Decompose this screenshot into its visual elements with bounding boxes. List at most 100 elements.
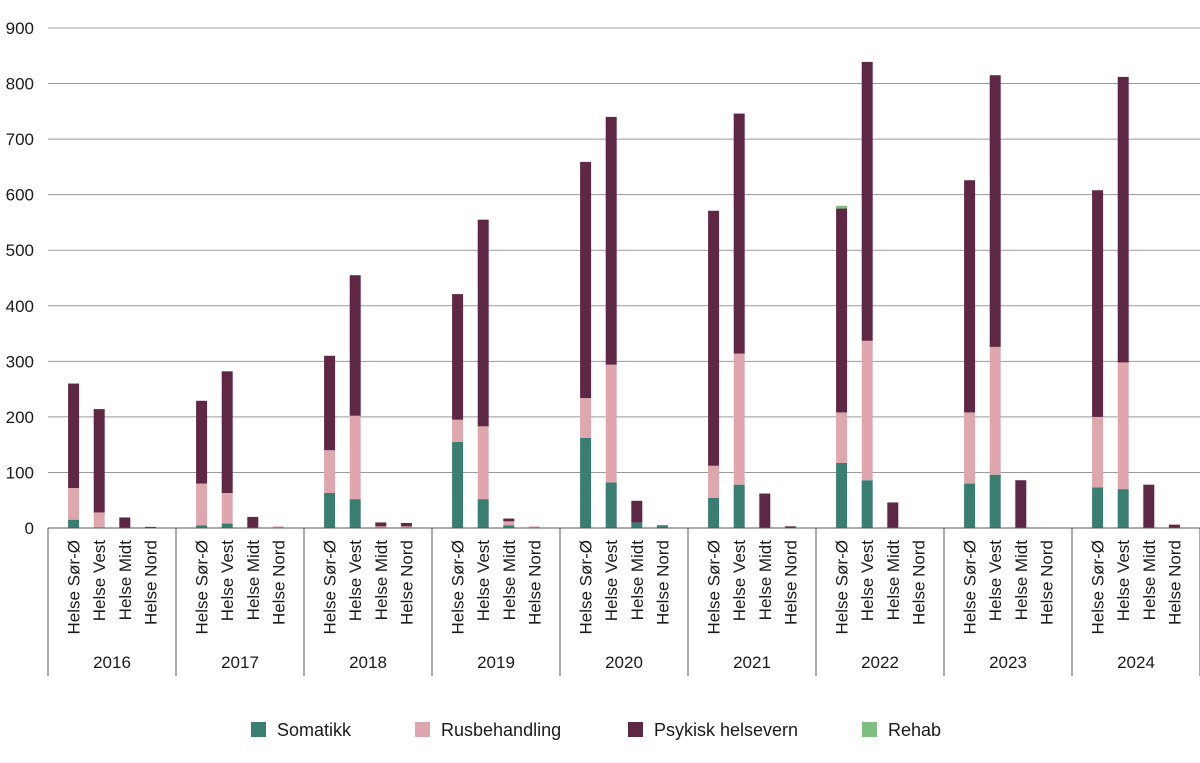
bar-segment [989,75,1001,347]
legend-swatch [862,722,877,737]
bar-segment [836,205,848,209]
bar-segment [631,500,643,523]
x-group-label: 2016 [93,653,131,672]
bar-segment [272,526,284,528]
bar-segment [887,502,899,528]
bar-segment [733,113,745,354]
x-category-label: Helse Sør-Ø [193,540,212,634]
x-category-label: Helse Nord [781,540,800,625]
legend-label: Somatikk [277,720,352,740]
bar-segment [1015,480,1027,528]
bar-segment [375,522,387,527]
bar-segment [708,210,720,466]
bar-segment [964,483,976,528]
x-category-label: Helse Nord [1037,540,1056,625]
bar-segment [836,412,848,463]
bar-segment [580,398,592,438]
x-category-label: Helse Midt [500,540,519,621]
bar-segment [861,480,873,528]
bar-segment [119,517,131,528]
legend-swatch [251,722,266,737]
x-group-label: 2023 [989,653,1027,672]
y-tick-label: 0 [25,519,34,538]
bar-segment [144,526,156,528]
x-category-label: Helse Sør-Ø [321,540,340,634]
bar-segment [452,441,464,528]
bar-segment [656,525,668,528]
bar-segment [221,371,233,493]
legend-label: Psykisk helsevern [654,720,798,740]
x-group-label: 2019 [477,653,515,672]
legend-label: Rehab [888,720,941,740]
bar-segment [733,484,745,528]
bar-segment [196,400,208,484]
bar-segment [861,61,873,341]
x-category-label: Helse Vest [218,540,237,622]
x-category-label: Helse Nord [269,540,288,625]
bar-segment [349,499,361,528]
x-category-label: Helse Midt [1140,540,1159,621]
legend-label: Rusbehandling [441,720,561,740]
bar-segment [964,412,976,484]
bar-segment [733,353,745,485]
x-category-label: Helse Sør-Ø [961,540,980,634]
bar-segment [324,493,336,528]
grid-lines [48,27,1200,473]
x-category-label: Helse Nord [525,540,544,625]
x-category-label: Helse Vest [858,540,877,622]
legend-swatch [628,722,643,737]
x-category-label: Helse Sør-Ø [705,540,724,634]
x-category-label: Helse Nord [909,540,928,625]
bar-segment [452,419,464,442]
bar-segment [349,415,361,500]
bar-segment [477,219,489,427]
y-tick-label: 600 [6,186,34,205]
x-axis: Helse Sør-Ø Helse Vest Helse Midt Helse Nor… [47,527,1200,676]
x-category-label: Helse Midt [372,540,391,621]
bar-segment [1117,489,1129,528]
bar-segment [477,426,489,500]
bar-segment [784,526,796,528]
bar-segment [1168,524,1180,528]
bar-segment [989,346,1001,475]
y-tick-label: 100 [6,463,34,482]
x-group-label: 2017 [221,653,259,672]
bar-segment [68,488,80,520]
bar-segment [349,275,361,416]
bar-segment [221,493,233,524]
bar-segment [1092,487,1104,528]
x-category-label: Helse Midt [244,540,263,621]
x-category-label: Helse Sør-Ø [577,540,596,634]
x-category-label: Helse Midt [1012,540,1031,621]
bar-segment [477,499,489,528]
x-category-label: Helse Vest [986,540,1005,622]
x-category-label: Helse Midt [628,540,647,621]
bar-segment [759,493,771,528]
bar-segment [1092,416,1104,488]
bar-segment [247,516,259,528]
x-category-label: Helse Midt [756,540,775,621]
bar-segment [1117,76,1129,363]
x-category-label: Helse Sør-Ø [449,540,468,634]
bar-segment [503,518,515,522]
y-tick-label: 300 [6,352,34,371]
x-category-label: Helse Nord [397,540,416,625]
bar-segment [605,482,617,528]
y-tick-label: 200 [6,408,34,427]
y-tick-label: 800 [6,75,34,94]
legend-swatch [415,722,430,737]
bar-segment [708,465,720,498]
y-tick-label: 400 [6,297,34,316]
bar-segment [605,364,617,483]
y-tick-label: 700 [6,130,34,149]
x-group-label: 2024 [1117,653,1155,672]
x-category-label: Helse Sør-Ø [1089,540,1108,634]
bar-segment [452,294,464,420]
x-category-label: Helse Midt [116,540,135,621]
x-category-label: Helse Vest [346,540,365,622]
bar-segment [708,498,720,528]
x-category-label: Helse Nord [1165,540,1184,625]
x-group-label: 2018 [349,653,387,672]
